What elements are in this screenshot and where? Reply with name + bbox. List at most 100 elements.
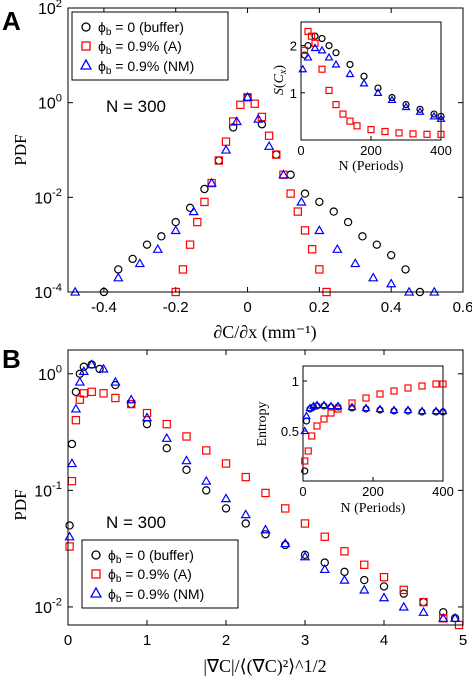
data-point-circle — [419, 597, 428, 607]
inset-data-point-square — [437, 130, 445, 138]
panel-a-data-points — [70, 91, 440, 297]
panel-b-inset-data-points — [300, 380, 448, 475]
legend-marker-square — [91, 569, 101, 579]
data-point-triangle — [126, 394, 137, 404]
x-tick-label: 2 — [222, 632, 230, 649]
inset-data-point-square — [311, 39, 319, 47]
data-point-triangle — [429, 286, 440, 296]
inset-data-point-triangle — [312, 400, 322, 409]
x-tick-label: 1 — [143, 632, 151, 649]
data-point-square — [79, 389, 88, 398]
data-point-circle — [67, 439, 77, 449]
data-point-circle — [272, 150, 281, 159]
inset-data-point-triangle — [347, 402, 357, 411]
inset-data-point-triangle — [345, 69, 355, 78]
y-tick-label: 100 — [38, 92, 62, 112]
inset-data-point-square — [301, 457, 309, 465]
panel-b-inset-ticks — [302, 380, 444, 481]
data-point-square — [221, 459, 231, 468]
data-point-triangle — [314, 225, 325, 235]
data-point-triangle — [386, 278, 397, 288]
panel-a-legend: ϕb = 0 (buffer) ϕb = 0.9% (A) ϕb = 0.9% … — [71, 11, 229, 81]
data-point-circle — [142, 419, 152, 429]
data-point-circle — [241, 519, 250, 528]
data-point-triangle — [378, 592, 390, 602]
x-tick-label: 3 — [301, 632, 309, 649]
data-point-circle — [162, 444, 171, 453]
inset-y-tick-label: 2 — [290, 39, 297, 54]
data-point-circle — [71, 387, 81, 397]
inset-data-point-square — [409, 130, 417, 138]
data-point-square — [236, 100, 245, 110]
data-point-square — [126, 399, 136, 409]
data-point-circle — [128, 254, 137, 264]
data-point-circle — [261, 530, 270, 539]
panel-b-ylabel: PDF — [11, 489, 30, 520]
panel-b-x-tick-labels: 0 1 2 3 4 5 — [64, 632, 467, 649]
data-point-triangle — [359, 584, 370, 594]
data-point-square — [67, 476, 77, 486]
legend-label: ϕb = 0.9% (NM) — [108, 586, 204, 605]
y-tick-label: 100 — [38, 364, 62, 384]
data-point-square — [182, 432, 191, 441]
panel-a-inset: 12 0 200 400 S(Cx) N (Periods) — [272, 21, 452, 174]
y-tick-label: 10-2 — [34, 597, 62, 617]
y-tick-label: 10-2 — [34, 187, 62, 207]
data-point-triangle — [449, 612, 461, 622]
panel-a-legend-item-buffer: ϕb = 0 (buffer) — [81, 19, 184, 38]
data-point-square — [71, 415, 81, 425]
data-point-triangle — [296, 196, 307, 206]
inset-data-point-triangle — [361, 403, 371, 412]
data-point-triangle — [74, 376, 86, 386]
inset-data-point-circle — [437, 112, 445, 121]
inset-y-tick-label: 0.5 — [281, 424, 299, 439]
panel-a-inset-ticks — [300, 45, 442, 140]
legend-label: ϕb = 0 (buffer) — [98, 19, 184, 38]
data-point-circle — [372, 240, 382, 249]
data-point-square — [399, 585, 408, 595]
data-point-triangle — [134, 258, 145, 268]
panel-b-legend-item-buffer: ϕb = 0 (buffer) — [91, 547, 194, 566]
data-point-square — [419, 597, 428, 607]
inset-data-point-circle — [325, 41, 333, 50]
data-point-square — [286, 189, 295, 198]
data-point-triangle — [350, 258, 361, 268]
data-point-circle — [439, 608, 448, 617]
data-point-circle — [329, 207, 338, 216]
panel-b-inset-ylabel: Entropy — [255, 401, 270, 446]
panel-b-annotation: N = 300 — [106, 513, 166, 532]
data-point-square — [300, 519, 310, 528]
data-point-triangle — [403, 286, 415, 296]
x-tick-label: 0.6 — [453, 299, 472, 316]
y-tick-label: 102 — [38, 0, 62, 18]
data-point-circle — [386, 250, 396, 260]
x-tick-label: 0.4 — [381, 299, 402, 316]
panel-a-xlabel: ∂C/∂x (mm⁻¹) — [213, 322, 316, 343]
data-point-circle — [126, 399, 136, 409]
x-tick-label: 0 — [64, 632, 72, 649]
data-point-circle — [343, 217, 353, 227]
data-point-square — [320, 532, 329, 541]
panel-b-inset: 0.51 0 200 400 Entropy N (Periods) — [255, 365, 454, 516]
x-tick-label: 5 — [459, 632, 467, 649]
data-point-triangle — [110, 376, 121, 386]
data-point-triangle — [240, 509, 251, 519]
data-point-triangle — [161, 432, 172, 442]
data-point-square — [307, 245, 317, 254]
panel-a-inset-data-points — [298, 27, 446, 138]
data-point-triangle — [201, 475, 212, 485]
data-point-square — [281, 504, 290, 513]
data-point-square — [185, 240, 195, 249]
inset-data-point-square — [376, 390, 384, 398]
inset-x-tick-label: 0 — [297, 143, 304, 158]
inset-data-point-triangle — [429, 111, 439, 120]
data-point-triangle — [220, 144, 232, 154]
inset-data-point-circle — [346, 60, 354, 69]
inset-data-point-circle — [332, 49, 340, 57]
data-point-square — [264, 131, 274, 140]
panel-a-plot-frame — [67, 7, 464, 293]
inset-data-point-triangle — [431, 406, 441, 415]
inset-data-point-square — [300, 46, 309, 54]
legend-marker-triangle — [89, 586, 103, 598]
